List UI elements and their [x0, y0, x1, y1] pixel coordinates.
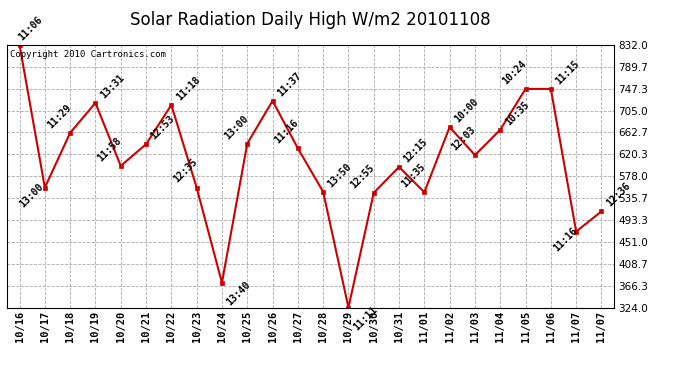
- Text: 12:15: 12:15: [402, 136, 430, 164]
- Text: 11:37: 11:37: [275, 70, 303, 98]
- Text: 13:00: 13:00: [17, 182, 45, 210]
- Text: Copyright 2010 Cartronics.com: Copyright 2010 Cartronics.com: [10, 50, 166, 59]
- Text: 12:55: 12:55: [348, 162, 377, 190]
- Text: 10:24: 10:24: [500, 58, 529, 86]
- Text: 11:58: 11:58: [96, 135, 124, 163]
- Text: 12:03: 12:03: [450, 124, 477, 152]
- Text: 12:36: 12:36: [604, 181, 632, 209]
- Text: 10:00: 10:00: [453, 96, 480, 124]
- Text: 13:00: 13:00: [222, 113, 250, 141]
- Text: 11:29: 11:29: [45, 102, 73, 130]
- Text: 11:15: 11:15: [553, 58, 582, 86]
- Text: 13:40: 13:40: [225, 280, 253, 308]
- Text: 11:11: 11:11: [351, 304, 379, 333]
- Text: 13:50: 13:50: [326, 161, 354, 189]
- Text: 13:31: 13:31: [98, 72, 126, 100]
- Text: 12:53: 12:53: [149, 114, 177, 141]
- Text: 10:35: 10:35: [503, 99, 531, 127]
- Text: 11:06: 11:06: [17, 14, 45, 42]
- Text: 11:16: 11:16: [551, 226, 579, 254]
- Text: Solar Radiation Daily High W/m2 20101108: Solar Radiation Daily High W/m2 20101108: [130, 11, 491, 29]
- Text: 11:35: 11:35: [400, 162, 427, 189]
- Text: 12:35: 12:35: [172, 157, 199, 185]
- Text: 11:18: 11:18: [174, 74, 202, 102]
- Text: 11:16: 11:16: [273, 118, 301, 146]
